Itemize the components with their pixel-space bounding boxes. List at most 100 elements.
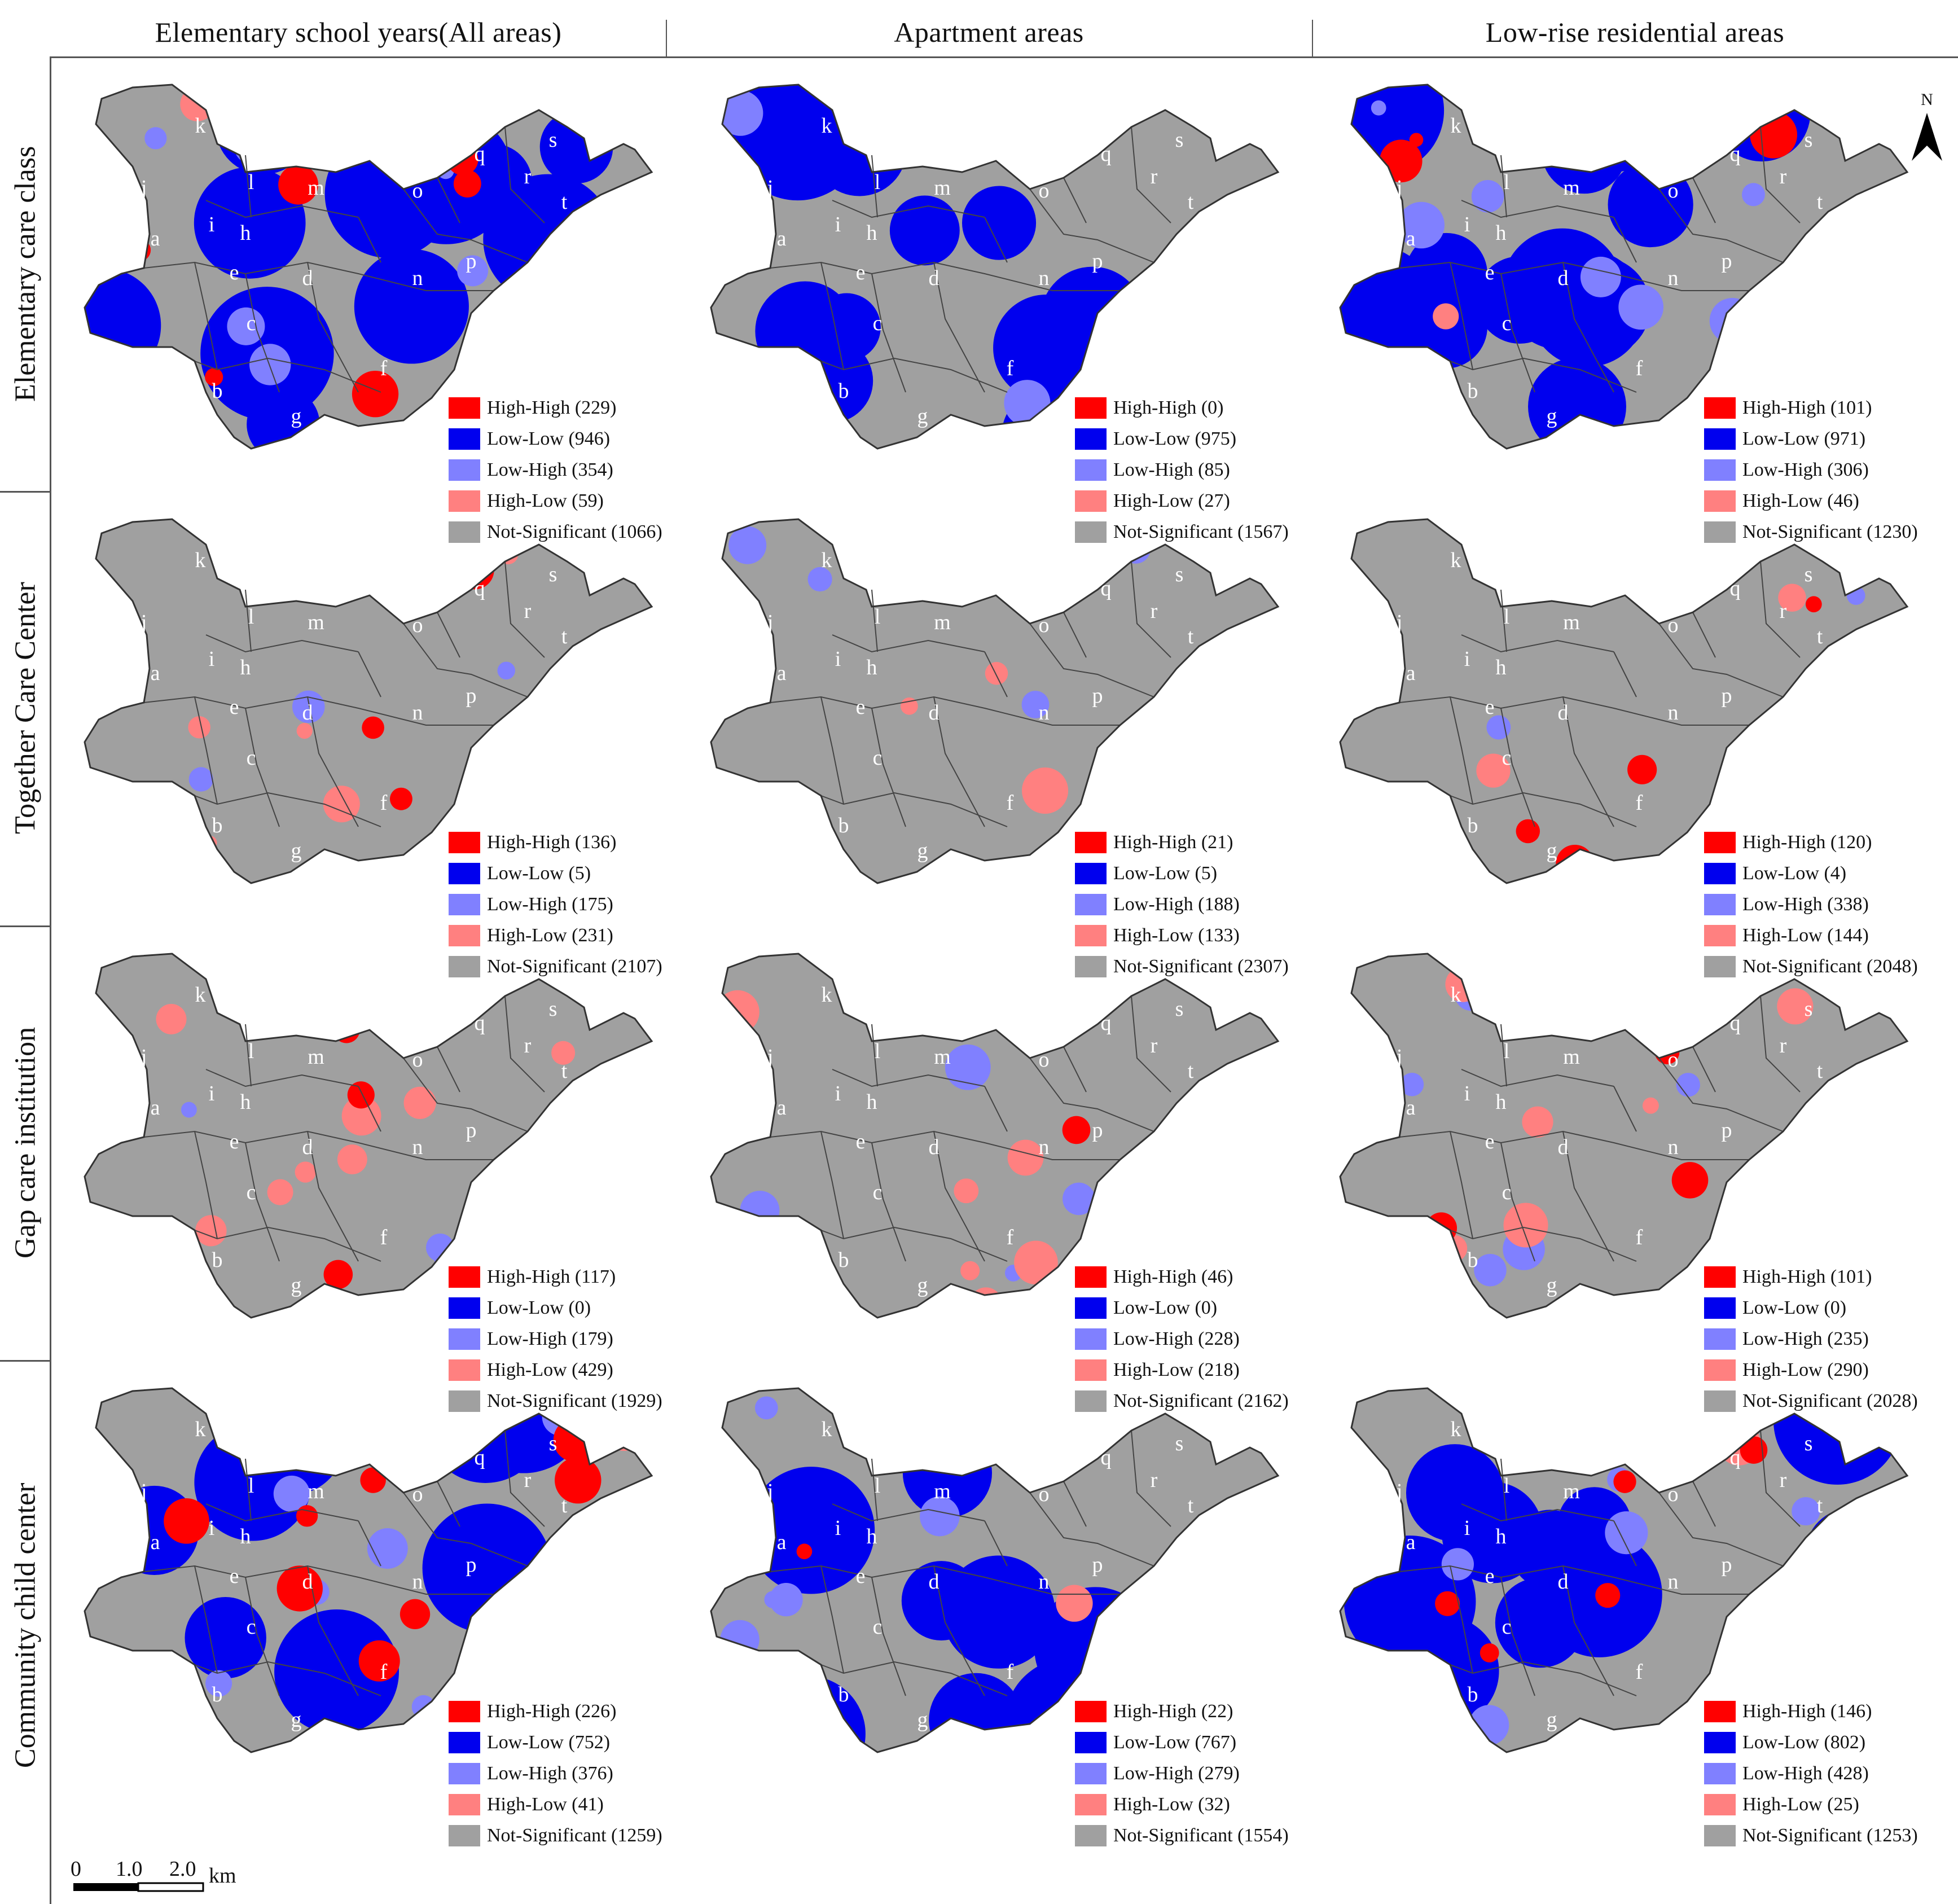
low-low-patch [216, 85, 311, 175]
choropleth-map: a b c d e f g h i j k l m n o p q rs t [710, 84, 1280, 450]
legend-swatch [1704, 1700, 1736, 1722]
legend-label: Low-High (306) [1742, 459, 1869, 480]
legend-swatch [1704, 490, 1736, 512]
low-high-patch [367, 1528, 408, 1569]
low-low-patch [1156, 287, 1272, 403]
legend-item: Not-Significant (2162) [1075, 1385, 1312, 1416]
high-high-patch [399, 1599, 431, 1629]
high-high-patch [943, 519, 991, 558]
district-label: s [549, 997, 557, 1021]
low-high-patch [472, 113, 491, 132]
district-label: o [1039, 179, 1050, 203]
low-high-patch [1474, 1253, 1507, 1287]
legend-swatch [449, 1297, 480, 1319]
low-high-patch [1709, 297, 1755, 344]
district-label: t [1188, 1059, 1194, 1083]
district-boundary [1029, 1492, 1154, 1567]
district-label: p [1092, 1553, 1103, 1577]
legend-swatch [1704, 862, 1736, 884]
low-low-patch [1495, 1577, 1586, 1668]
district-label: g [291, 405, 302, 428]
district-boundary [832, 1503, 985, 1522]
legend-swatch [449, 1359, 480, 1381]
high-low-patch [403, 1086, 436, 1119]
district-boundary [1692, 1046, 1716, 1093]
district-label: n [1668, 701, 1679, 725]
district-label: q [475, 142, 485, 166]
legend-item: High-High (46) [1075, 1261, 1312, 1292]
district-label: c [1502, 746, 1512, 770]
district-boundary [358, 651, 381, 697]
high-high-patch [85, 1675, 121, 1717]
legend-swatch [1075, 1266, 1107, 1288]
district-label: f [1007, 791, 1014, 815]
district-boundary [1131, 126, 1171, 223]
district-label: o [412, 179, 423, 203]
study-area-outline [84, 84, 653, 450]
district-label: q [1101, 577, 1112, 600]
district-label: h [240, 221, 251, 245]
low-low-patch [361, 85, 445, 168]
district-boundary [1760, 561, 1801, 658]
district-label: p [1722, 1118, 1732, 1142]
district-boundary [205, 1503, 359, 1522]
row-label-divider [50, 56, 51, 1904]
high-low-patch [323, 786, 360, 823]
low-low-patch [971, 85, 1101, 168]
district-label: a [777, 227, 787, 251]
district-label: b [1468, 379, 1478, 403]
high-low-patch [156, 1004, 187, 1034]
district-boundary [194, 1131, 218, 1239]
legend-item: Not-Significant (1230) [1704, 516, 1941, 547]
legend-item: High-High (120) [1704, 827, 1941, 858]
district-boundary [871, 273, 906, 393]
district-label: i [835, 1082, 841, 1105]
district-boundary [1500, 708, 1535, 827]
district-label: t [561, 1494, 568, 1517]
district-boundary [1562, 262, 1614, 393]
legend-item: Not-Significant (1929) [449, 1385, 686, 1416]
study-area-outline [710, 518, 1280, 884]
high-low-patch [498, 544, 519, 565]
legend-item: Low-High (279) [1075, 1758, 1312, 1789]
map-legend: High-High (21) Low-Low (5) Low-High (188) H… [1075, 827, 1312, 982]
district-label: g [1547, 405, 1557, 428]
district-label: f [1636, 791, 1643, 815]
choropleth-map: a b c d e f g h i j k l m n o p q rs t [84, 518, 653, 884]
district-label: t [561, 625, 568, 648]
map-panel-r1-c0: a b c d e f g h i j k l m n o p q r s t High-High (136) Low-L… [65, 511, 686, 977]
district-boundary [1760, 995, 1801, 1093]
district-label: o [1668, 1048, 1679, 1072]
district-label: m [308, 611, 324, 634]
choropleth-map: a b c d e f g h i j k l m n o p q rs t [1339, 84, 1909, 450]
low-high-patch [562, 256, 589, 283]
legend-swatch [449, 955, 480, 977]
district-label: k [1451, 114, 1461, 138]
legend-swatch [1075, 521, 1107, 543]
district-boundary [1500, 1458, 1507, 1521]
choropleth-map: a b c d e f g h i j k l m n o p q rs t [84, 84, 653, 450]
legend-item: Low-High (228) [1075, 1323, 1312, 1354]
district-label: j [1395, 176, 1403, 200]
high-high-patch [389, 787, 412, 810]
legend-item: Not-Significant (1554) [1075, 1820, 1312, 1851]
district-label: l [248, 1039, 254, 1063]
district-label: r [1780, 1468, 1787, 1492]
district-label: g [291, 1274, 302, 1297]
legend-item: Low-High (376) [449, 1758, 686, 1789]
district-label: m [1563, 176, 1580, 200]
column-header-apartment: Apartment areas [894, 16, 1084, 48]
district-label: n [412, 266, 423, 290]
district-boundary [403, 1492, 528, 1567]
map-legend: High-High (117) Low-Low (0) Low-High (179)… [449, 1261, 686, 1416]
district-label: m [934, 1480, 951, 1503]
district-boundary [1613, 1520, 1637, 1567]
scale-tick-0: 0 [71, 1857, 81, 1881]
high-high-patch [553, 1418, 598, 1463]
legend-label: High-Low (144) [1742, 924, 1869, 946]
header-separator-1 [666, 20, 667, 57]
district-boundary [205, 1069, 359, 1087]
district-boundary [1029, 623, 1154, 697]
district-boundary [933, 262, 985, 393]
legend-label: Low-High (175) [487, 893, 613, 915]
